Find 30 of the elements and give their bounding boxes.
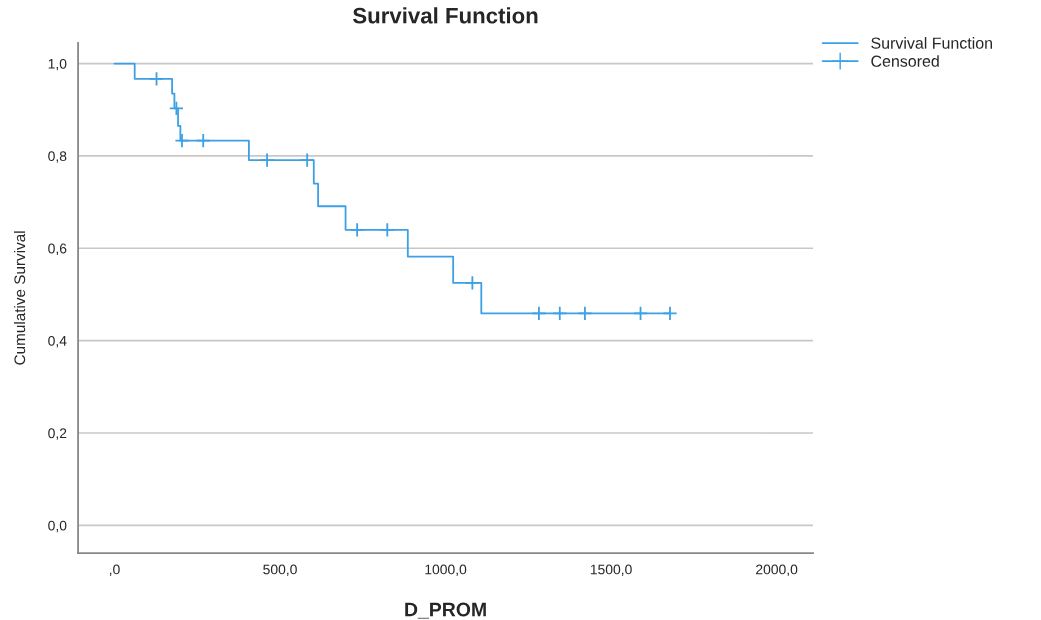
point bbox=[633, 305, 649, 321]
point bbox=[299, 152, 315, 168]
point bbox=[349, 222, 365, 238]
x-axis-title: D_PROM bbox=[405, 602, 486, 619]
x-tick-label: 1000,0 bbox=[425, 564, 467, 576]
y-tick-label: 0,4 bbox=[48, 335, 67, 348]
y-tick-label: 0,8 bbox=[48, 151, 67, 163]
point bbox=[195, 133, 211, 149]
y-tick-label: 0,6 bbox=[48, 243, 67, 256]
point bbox=[531, 305, 547, 321]
point bbox=[174, 133, 190, 149]
y-axis-title: Cumulative Survival bbox=[13, 231, 26, 365]
point bbox=[149, 71, 165, 87]
x-tick-label: 2000,0 bbox=[756, 564, 798, 576]
point bbox=[379, 222, 395, 238]
point bbox=[464, 275, 480, 291]
x-tick-label: ,0 bbox=[109, 564, 120, 576]
point bbox=[662, 305, 678, 321]
y-tick-label: 0,0 bbox=[48, 520, 67, 533]
y-tick-label: 0,2 bbox=[48, 428, 67, 440]
point bbox=[259, 152, 275, 168]
x-tick-label: 500,0 bbox=[263, 564, 297, 576]
point bbox=[577, 305, 593, 321]
y-tick-label: 1,0 bbox=[48, 58, 67, 71]
chart-title: Survival Function bbox=[352, 7, 538, 24]
x-tick-label: 1500,0 bbox=[590, 564, 632, 576]
legend-label: Censored bbox=[871, 55, 939, 67]
legend-label: Survival Function bbox=[871, 37, 992, 49]
point bbox=[168, 100, 184, 116]
point bbox=[552, 305, 568, 321]
